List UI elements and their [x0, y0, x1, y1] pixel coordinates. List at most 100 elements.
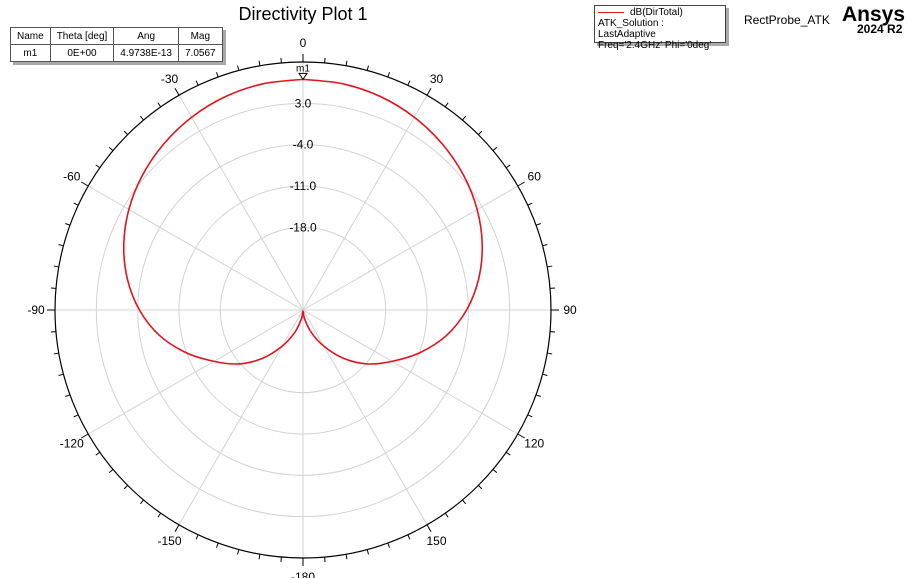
angle-tick: [462, 499, 467, 505]
angle-tick: [542, 244, 548, 247]
marker-m1[interactable]: m1: [296, 63, 310, 81]
angle-tick: [478, 485, 483, 490]
legend-swatch: [598, 12, 624, 13]
angle-label: 30: [430, 72, 444, 86]
angle-tick: [517, 181, 525, 187]
angle-tick: [65, 222, 71, 226]
legend-entry: dB(DirTotal): [598, 7, 722, 18]
angle-tick: [73, 414, 79, 418]
angle-tick: [81, 433, 89, 439]
angle-tick: [535, 222, 541, 226]
angle-tick: [258, 60, 261, 66]
marker-table-header: Name Theta [deg] Ang Mag: [10, 27, 223, 45]
angle-tick: [527, 414, 533, 418]
polar-grid: [54, 61, 552, 559]
angle-tick: [444, 512, 449, 518]
angle-label: -60: [63, 170, 81, 184]
angle-tick: [345, 554, 348, 560]
series-trace: [122, 78, 484, 365]
radial-label: -11.0: [290, 179, 317, 193]
angle-tick: [505, 451, 511, 456]
angle-label: 0: [300, 36, 307, 50]
angle-label: 90: [563, 303, 577, 317]
angle-tick: [492, 146, 498, 151]
angle-tick: [527, 202, 533, 206]
angle-tick: [547, 352, 553, 355]
angle-tick: [258, 554, 261, 560]
angle-tick: [174, 88, 180, 96]
angle-tick: [174, 524, 180, 532]
legend-solution: ATK_Solution : LastAdaptive: [598, 18, 664, 40]
angle-tick: [444, 102, 449, 108]
angle-label: 60: [528, 170, 542, 184]
radial-label: -4.0: [293, 138, 314, 152]
angle-label: -180: [291, 570, 315, 578]
grid-spoke: [87, 309, 304, 435]
angle-label: -30: [161, 72, 179, 86]
angle-label: -150: [157, 534, 181, 548]
marker-label: m1: [296, 63, 310, 74]
angle-label: -120: [60, 437, 84, 451]
angle-tick: [237, 65, 240, 71]
angle-tick: [123, 485, 128, 490]
angle-tick: [195, 534, 199, 540]
angle-tick: [195, 80, 199, 86]
angle-tick: [81, 181, 89, 187]
chart-legend[interactable]: dB(DirTotal) ATK_Solution : LastAdaptive…: [594, 5, 726, 51]
angle-tick: [157, 512, 162, 518]
angle-tick: [462, 115, 467, 121]
marker-cell-ang: 4.9738E-13: [113, 44, 179, 62]
radial-label: 3.0: [295, 96, 312, 110]
angle-tick: [53, 265, 59, 268]
radial-label: -18.0: [289, 220, 317, 234]
angle-label: -90: [27, 303, 45, 317]
angle-tick: [366, 65, 369, 71]
angle-label: 120: [524, 437, 544, 451]
marker-table[interactable]: Name Theta [deg] Ang Mag m1 0E+00 4.9738…: [10, 27, 223, 62]
angle-tick: [345, 60, 348, 66]
marker-cell-name: m1: [10, 44, 51, 62]
angle-tick: [108, 146, 114, 151]
grid-spoke: [302, 309, 428, 526]
angle-tick: [123, 130, 128, 135]
legend-sweep: Freq='2.4GHz' Phi='0deg': [598, 40, 712, 51]
brand-logo: Ansys: [842, 3, 906, 26]
angle-ticks: [47, 54, 559, 566]
angle-tick: [535, 394, 541, 398]
grid-spoke: [302, 185, 519, 311]
angle-tick: [478, 130, 483, 135]
angle-tick: [215, 542, 219, 548]
marker-cell-mag: 7.0567: [178, 44, 223, 62]
grid-spoke: [87, 185, 304, 311]
angle-tick: [237, 549, 240, 555]
marker-triangle: [298, 72, 308, 81]
angle-tick: [547, 265, 553, 268]
angle-tick: [58, 373, 64, 376]
radial-labels: -18.0 -11.0 -4.0 3.0: [289, 96, 317, 234]
angle-tick: [542, 373, 548, 376]
grid-spoke: [302, 309, 519, 435]
angle-tick: [157, 102, 162, 108]
angle-tick: [95, 164, 101, 169]
grid-spoke: [178, 309, 304, 526]
project-name: RectProbe_ATK: [744, 13, 830, 27]
angle-tick: [387, 542, 391, 548]
marker-table-row[interactable]: m1 0E+00 4.9738E-13 7.0567: [10, 44, 223, 62]
angle-tick: [426, 88, 432, 96]
angle-tick: [215, 72, 219, 78]
angle-tick: [139, 115, 144, 121]
angle-tick: [426, 524, 432, 532]
angle-tick: [139, 499, 144, 505]
grid-spoke: [302, 94, 428, 311]
angle-tick: [492, 469, 498, 474]
angle-tick: [387, 72, 391, 78]
angle-labels: 0 30 60 90 120 150 -180 -150 -120 -90 -60 -30: [27, 36, 577, 578]
angle-tick: [517, 433, 525, 439]
angle-tick: [73, 202, 79, 206]
angle-tick: [53, 352, 59, 355]
chart-title: Directivity Plot 1: [238, 4, 368, 24]
angle-tick: [505, 164, 511, 169]
angle-tick: [366, 549, 369, 555]
grid-spoke: [178, 94, 304, 311]
